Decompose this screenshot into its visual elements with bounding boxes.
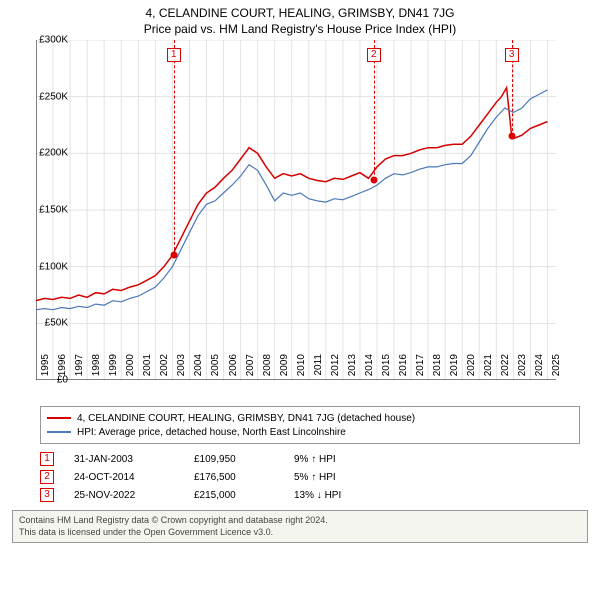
chart-svg [36, 40, 556, 380]
x-axis-label: 2009 [279, 354, 290, 384]
x-axis-label: 2020 [466, 354, 477, 384]
legend-swatch [47, 431, 71, 433]
x-axis-label: 1999 [108, 354, 119, 384]
y-axis-label: £200K [28, 148, 68, 159]
transaction-index: 3 [40, 488, 54, 502]
transaction-row: 1 31-JAN-2003£109,9509% ↑ HPI [40, 450, 580, 468]
y-axis-label: £150K [28, 205, 68, 216]
y-axis-label: £50K [28, 318, 68, 329]
x-axis-label: 2013 [347, 354, 358, 384]
x-axis-label: 2019 [449, 354, 460, 384]
x-axis-label: 2023 [517, 354, 528, 384]
transaction-row: 2 24-OCT-2014£176,5005% ↑ HPI [40, 468, 580, 486]
legend-item: HPI: Average price, detached house, Nort… [47, 425, 573, 439]
event-marker-box: 2 [367, 48, 381, 62]
x-axis-label: 2006 [228, 354, 239, 384]
chart-subtitle: Price paid vs. HM Land Registry's House … [0, 20, 600, 40]
transaction-row: 3 25-NOV-2022£215,00013% ↓ HPI [40, 486, 580, 504]
x-axis-label: 1997 [74, 354, 85, 384]
x-axis-label: 2012 [330, 354, 341, 384]
x-axis-label: 2007 [245, 354, 256, 384]
x-axis-label: 2002 [159, 354, 170, 384]
footer-line: This data is licensed under the Open Gov… [19, 527, 581, 539]
x-axis-label: 2018 [432, 354, 443, 384]
legend-swatch [47, 417, 71, 419]
event-line [174, 40, 175, 255]
x-axis-label: 2004 [193, 354, 204, 384]
transaction-date: 25-NOV-2022 [74, 490, 194, 501]
y-axis-label: £300K [28, 35, 68, 46]
sale-marker-dot [370, 176, 377, 183]
transaction-index: 2 [40, 470, 54, 484]
legend-box: 4, CELANDINE COURT, HEALING, GRIMSBY, DN… [40, 406, 580, 444]
event-marker-box: 1 [167, 48, 181, 62]
x-axis-label: 2014 [364, 354, 375, 384]
x-axis-label: 2022 [500, 354, 511, 384]
chart-title: 4, CELANDINE COURT, HEALING, GRIMSBY, DN… [0, 0, 600, 20]
x-axis-label: 2003 [176, 354, 187, 384]
event-marker-box: 3 [505, 48, 519, 62]
x-axis-label: 1995 [40, 354, 51, 384]
attribution-footer: Contains HM Land Registry data © Crown c… [12, 510, 588, 543]
x-axis-label: 2025 [551, 354, 562, 384]
transaction-price: £109,950 [194, 454, 294, 465]
legend-label: HPI: Average price, detached house, Nort… [77, 427, 346, 438]
x-axis-label: 2000 [125, 354, 136, 384]
x-axis-label: 1998 [91, 354, 102, 384]
transaction-index: 1 [40, 452, 54, 466]
legend-item: 4, CELANDINE COURT, HEALING, GRIMSBY, DN… [47, 411, 573, 425]
y-axis-label: £100K [28, 261, 68, 272]
x-axis-label: 2008 [262, 354, 273, 384]
transaction-price: £215,000 [194, 490, 294, 501]
x-axis-label: 2024 [534, 354, 545, 384]
sale-marker-dot [508, 133, 515, 140]
transaction-diff: 9% ↑ HPI [294, 454, 394, 465]
chart-area: £0£50K£100K£150K£200K£250K£300K 19951996… [36, 40, 596, 400]
transaction-date: 24-OCT-2014 [74, 472, 194, 483]
legend-label: 4, CELANDINE COURT, HEALING, GRIMSBY, DN… [77, 413, 415, 424]
sale-marker-dot [170, 252, 177, 259]
x-axis-label: 2021 [483, 354, 494, 384]
x-axis-label: 2016 [398, 354, 409, 384]
transaction-price: £176,500 [194, 472, 294, 483]
x-axis-label: 2015 [381, 354, 392, 384]
x-axis-label: 2005 [210, 354, 221, 384]
transaction-diff: 5% ↑ HPI [294, 472, 394, 483]
footer-line: Contains HM Land Registry data © Crown c… [19, 515, 581, 527]
x-axis-label: 2017 [415, 354, 426, 384]
x-axis-label: 2010 [296, 354, 307, 384]
transaction-diff: 13% ↓ HPI [294, 490, 394, 501]
transaction-date: 31-JAN-2003 [74, 454, 194, 465]
y-axis-label: £250K [28, 91, 68, 102]
x-axis-label: 2001 [142, 354, 153, 384]
x-axis-label: 2011 [313, 354, 324, 384]
transaction-table: 1 31-JAN-2003£109,9509% ↑ HPI 2 24-OCT-2014… [40, 450, 580, 504]
x-axis-label: 1996 [57, 354, 68, 384]
